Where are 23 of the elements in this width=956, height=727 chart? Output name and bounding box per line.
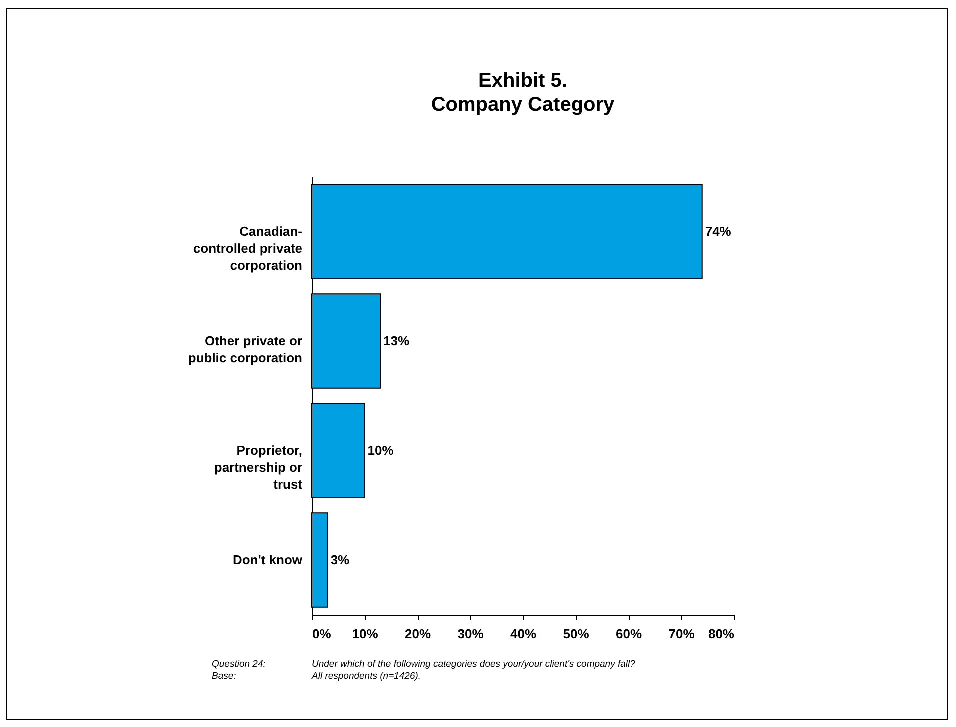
x-tick-label: 30%	[458, 626, 484, 642]
text: All respondents (n=1426).	[312, 671, 422, 683]
x-tick-label: 0%	[312, 626, 332, 642]
x-tick-label: 60%	[616, 626, 642, 642]
x-tick-label: 80%	[708, 626, 735, 642]
x-tick-label: 50%	[563, 626, 590, 642]
y-tick-label: Don't know	[232, 552, 304, 568]
y-tick-label: Canadian-controlled private corporation	[193, 224, 303, 273]
y-tick-label: Proprietor, partnership or trust	[214, 442, 304, 492]
chart-title: Exhibit 5.	[478, 70, 568, 92]
x-tick-label: 70%	[668, 626, 696, 642]
text: Under which of the following categories does your/your client's company fall?	[312, 659, 636, 671]
data-label: 3%	[330, 552, 350, 568]
x-tick-label: 10%	[352, 626, 379, 642]
text: Question 24:	[212, 659, 267, 671]
data-label: 10%	[368, 442, 394, 458]
x-tick-label: 20%	[404, 626, 432, 642]
data-label: 74%	[705, 224, 732, 239]
chart-subtitle: Company Category	[431, 94, 616, 116]
data-label: 13%	[384, 333, 410, 348]
x-tick-label: 40%	[510, 626, 537, 642]
text: Base:	[212, 671, 238, 683]
y-tick-label: Other private or public corporation	[188, 333, 303, 366]
